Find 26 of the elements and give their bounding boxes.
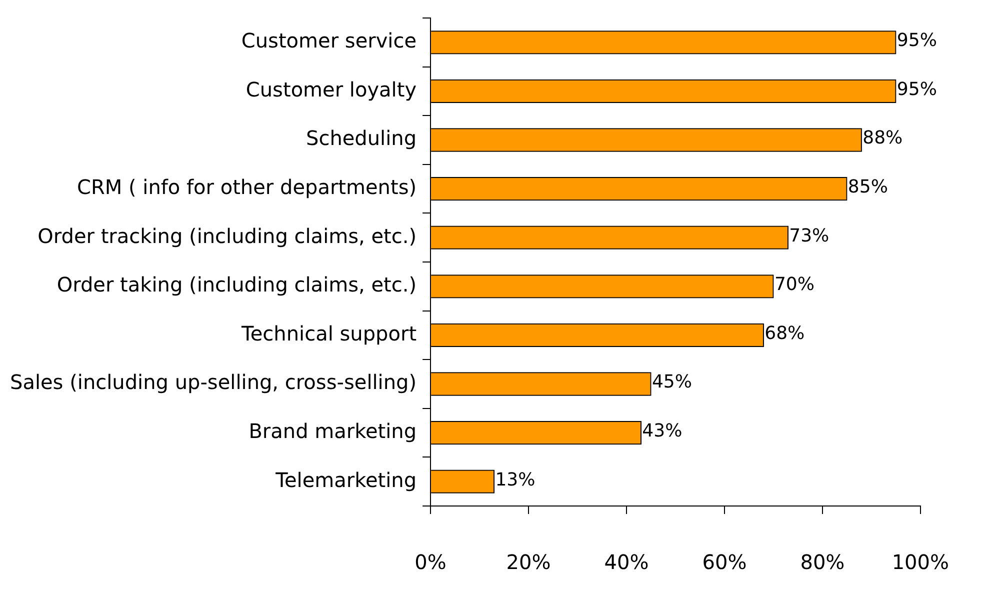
data-label: 68% bbox=[764, 322, 805, 344]
data-label: 85% bbox=[848, 176, 888, 198]
y-tick-label: Order taking (including claims, etc.) bbox=[56, 272, 417, 297]
y-tick-label: Technical support bbox=[240, 321, 417, 346]
x-tick-label: 0% bbox=[414, 550, 446, 574]
data-label: 13% bbox=[495, 469, 536, 490]
y-tick-label: Customer loyalty bbox=[246, 77, 417, 102]
data-label: 43% bbox=[642, 420, 682, 442]
x-tick-label: 40% bbox=[604, 550, 649, 574]
data-label: 45% bbox=[652, 372, 692, 393]
x-tick-label: 60% bbox=[702, 550, 747, 574]
y-tick-label: Telemarketing bbox=[274, 468, 417, 492]
data-label: 95% bbox=[896, 78, 937, 100]
data-label: 73% bbox=[789, 225, 830, 246]
data-label: 95% bbox=[896, 30, 937, 52]
y-tick-label: Brand marketing bbox=[248, 419, 417, 444]
x-tick-label: 20% bbox=[506, 550, 551, 574]
y-tick-label: Customer service bbox=[241, 28, 417, 53]
x-tick-label: 80% bbox=[800, 550, 845, 574]
y-tick-label: Sales (including up-selling, cross-selling) bbox=[10, 370, 417, 394]
data-label: 70% bbox=[774, 274, 814, 296]
y-tick-label: CRM ( info for other departments) bbox=[76, 175, 417, 200]
y-tick-label: Order tracking (including claims, etc.) bbox=[38, 224, 417, 248]
data-label: 88% bbox=[862, 128, 903, 149]
y-tick-label: Scheduling bbox=[306, 126, 417, 150]
x-tick-label: 100% bbox=[892, 550, 950, 574]
